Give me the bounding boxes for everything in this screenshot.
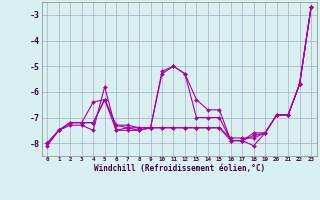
X-axis label: Windchill (Refroidissement éolien,°C): Windchill (Refroidissement éolien,°C) [94,164,265,173]
